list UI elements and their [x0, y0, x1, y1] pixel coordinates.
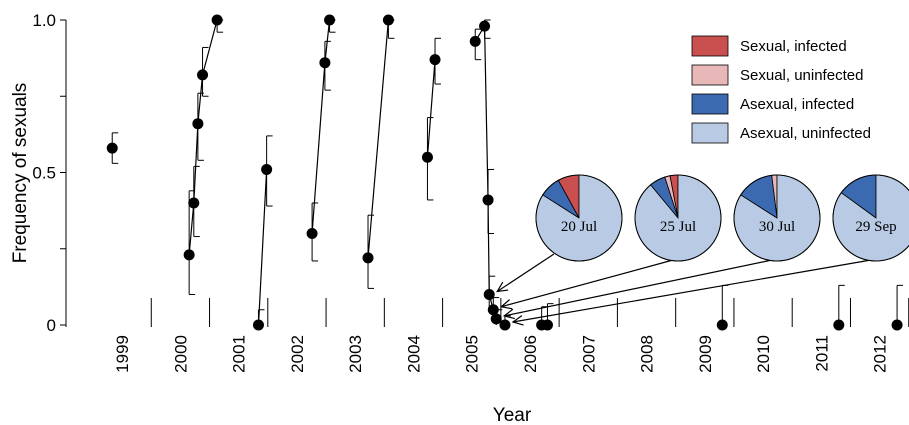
data-point [499, 319, 511, 331]
year-separators [150, 298, 909, 327]
x-tick-label: 2004 [404, 335, 423, 373]
x-axis-ticks: 1999 2000 2001 2002 2003 2004 2005 2006 2007 2008… [113, 335, 890, 373]
x-tick-label: 2009 [696, 335, 715, 373]
x-tick-label: 2003 [346, 335, 365, 373]
data-point [833, 319, 845, 331]
pie-arrow-head [502, 308, 516, 320]
data-point [324, 14, 336, 26]
x-tick-label: 2012 [871, 335, 890, 373]
x-tick-label: 2007 [579, 335, 598, 373]
series-line [474, 24, 506, 326]
series-line [311, 19, 331, 234]
legend-swatch [691, 64, 729, 86]
pie-date-label: 29 Sep [855, 219, 896, 235]
data-point [429, 54, 441, 66]
x-tick-label: 2006 [521, 335, 540, 373]
data-point [479, 20, 491, 32]
x-tick-label: 2010 [754, 335, 773, 373]
data-point [891, 319, 903, 331]
series-line [257, 169, 268, 326]
y-axis-ticks: 0 0.5 1.0 [32, 11, 66, 335]
data-point [197, 69, 209, 81]
pie-arrows [496, 253, 872, 326]
legend-swatch [691, 122, 729, 144]
pie-arrow [504, 259, 773, 317]
x-tick-label: 2005 [463, 335, 482, 373]
pie-date-label: 30 Jul [759, 219, 795, 235]
x-tick-label: 1999 [113, 335, 132, 373]
y-axis-title: Frequency of sexuals [10, 83, 31, 264]
pie-date-label: 25 Jul [660, 219, 696, 235]
pie-outline [832, 174, 909, 262]
legend-label: Sexual, infected [740, 38, 847, 55]
data-point [382, 14, 394, 26]
data-point [469, 35, 481, 47]
legend-swatch [691, 35, 729, 57]
legend-label: Asexual, infected [740, 96, 854, 113]
pie-arrow [512, 259, 872, 323]
y-tick-label: 0.5 [32, 164, 56, 183]
data-point [188, 197, 200, 209]
y-tick-label: 0 [47, 316, 56, 335]
x-tick-label: 2011 [812, 335, 831, 372]
pie-arrow [496, 253, 555, 293]
pie-arrow [501, 259, 674, 308]
data-point [252, 319, 264, 331]
data-point [490, 313, 502, 325]
composition-pies: 20 Jul 25 Jul 30 Jul 29 Sep [535, 174, 909, 262]
pie-outline [535, 174, 623, 262]
data-point [192, 118, 204, 130]
legend-label: Asexual, uninfected [740, 125, 871, 142]
pie-arrow-head [496, 281, 509, 293]
pie-arrow-head [499, 299, 513, 310]
legend-label: Sexual, uninfected [740, 67, 863, 84]
data-point [421, 151, 433, 163]
x-tick-label: 2008 [638, 335, 657, 373]
pie-date-label: 20 Jul [561, 219, 597, 235]
pie-outline [733, 174, 821, 262]
data-point [541, 319, 553, 331]
legend: Sexual, infected Sexual, uninfected Asexua… [691, 35, 871, 144]
data-point [261, 163, 273, 175]
data-series [106, 14, 904, 331]
data-point [211, 14, 223, 26]
x-tick-label: 2000 [171, 335, 190, 373]
x-tick-label: 2001 [230, 335, 249, 373]
data-point [106, 142, 118, 154]
data-point [362, 252, 374, 264]
data-point [183, 249, 195, 261]
data-point [482, 194, 494, 206]
data-point [319, 57, 331, 69]
y-tick-label: 1.0 [32, 11, 56, 30]
x-axis-title: Year [493, 405, 532, 425]
x-tick-label: 2002 [288, 335, 307, 373]
series-line [426, 59, 436, 158]
data-point [306, 228, 318, 239]
pie-outline [634, 174, 722, 262]
legend-swatch [691, 93, 729, 115]
data-point [716, 319, 728, 331]
data-point [483, 289, 495, 300]
series-line [367, 19, 390, 258]
pie-arrow-head [511, 315, 524, 326]
